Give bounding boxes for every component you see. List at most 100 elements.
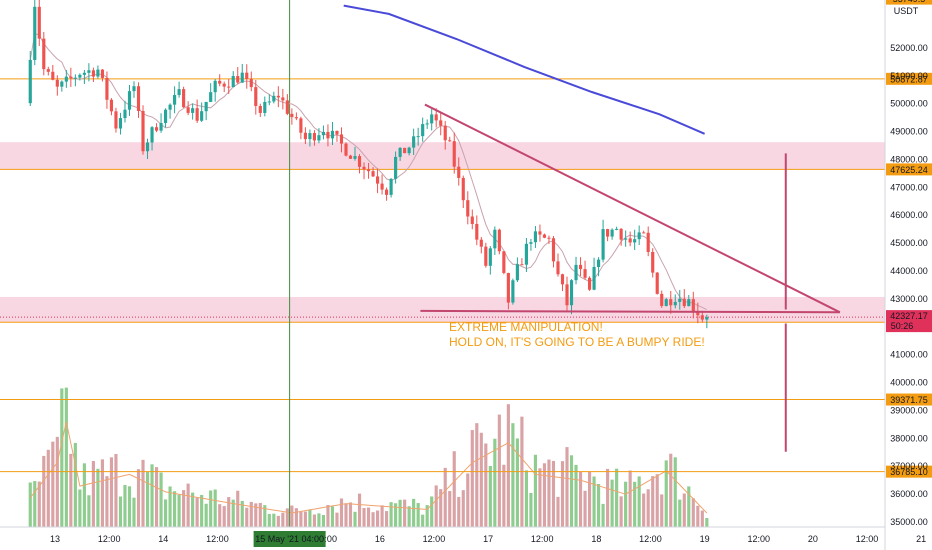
level-price-tag [886,0,932,5]
candle-body [624,238,628,240]
volume-bar [335,512,339,527]
volume-bar [263,505,267,527]
level-price-tag [886,163,932,176]
level-price-tag [886,72,932,85]
volume-bar [578,471,583,527]
volume-bar [637,476,641,527]
volume-bar [82,463,86,527]
annotation-line-2: HOLD ON, IT'S GOING TO BE A BUMPY RIDE! [449,335,705,349]
candle-body [439,120,443,126]
candle-body [430,114,434,124]
volume-bar [109,457,114,527]
volume-bar [348,502,353,527]
candle-body [46,69,50,72]
candle-body [434,114,438,121]
candle-body [362,166,366,170]
y-tick-label: 37000.00 [890,461,928,471]
x-tick-label: 21 [916,534,926,544]
volume-bar [389,502,393,527]
y-tick-label: 36000.00 [890,489,928,499]
volume-bar [357,493,362,527]
candle-body [195,108,199,121]
volume-bar [407,506,411,527]
volume-bar [385,511,389,527]
y-tick-label: 43000.00 [890,294,928,304]
volume-bar [583,490,587,527]
volume-bar [556,496,560,527]
y-axis: USDT 53749.550872.8747625.2442142.783937… [884,0,932,550]
candle-body [569,280,574,306]
volume-bar [502,464,506,527]
volume-bar [132,497,136,527]
volume-bar [484,443,488,527]
volume-bar [371,512,375,527]
candle-body [416,136,420,138]
x-tick-label: 16 [375,534,385,544]
volume-bar [69,453,73,527]
candle-body [276,95,280,98]
volume-bar [443,467,447,527]
candle-body [263,101,267,113]
volume-bar [425,505,429,527]
candle-body [150,127,154,143]
volume-bar [276,515,280,527]
candle-body [682,298,686,307]
volume-bar [678,499,682,527]
x-axis: 13 12:00 14 12:00 12:00 16 12:00 17 12:00 18 12:00… [0,526,926,547]
y-tick-label: 41000.00 [890,350,928,360]
volume-bar [281,512,285,527]
candle-body [114,111,118,129]
candle-body [556,261,560,275]
volume-bar [394,503,398,527]
candle-body [353,156,357,159]
volume-bar [538,468,542,527]
volume-bar [403,499,407,527]
candle-body [705,317,709,320]
candle-body [493,229,497,249]
x-tick-label: 14 [158,534,168,544]
y-tick-label: 45000.00 [890,238,928,248]
candle-body [407,147,411,154]
candle-body [100,69,105,78]
candle-body [141,110,145,152]
volume-bar [569,455,574,527]
candle-body [533,231,538,243]
volume-bar [200,494,204,527]
x-tick-label: 12:00 [423,534,446,544]
candle-body [118,118,123,129]
volume-bar [231,499,235,527]
cursor-time-tag [253,531,326,547]
candle-body [281,97,285,101]
volume-bar [628,470,632,527]
volume-bar [245,507,249,527]
volume-bar [330,506,335,527]
volume-bar [55,436,59,527]
level-price-label: 50872.87 [890,74,928,84]
candle-body [330,130,335,139]
candle-body [177,89,181,96]
candle-body [168,104,172,110]
volume-bar [87,495,91,527]
currency-label: USDT [894,6,919,16]
trendline-descending [424,103,841,314]
candles-layer[interactable] [28,0,709,329]
y-tick-label: 50000.00 [890,99,928,109]
volume-bar [470,430,474,527]
candle-body [421,124,425,137]
candle-body [254,87,258,106]
last-price-label: 42327.17 [890,311,928,321]
candle-body [678,298,682,302]
candle-body [452,141,456,167]
y-tick-label: 39000.00 [890,405,928,415]
x-tick-label: 12:00 [206,534,229,544]
candle-body [511,280,515,303]
volume-bar [696,505,700,527]
candle-body [213,80,217,93]
candle-body [182,89,186,108]
candle-body [466,200,470,217]
y-tick-label: 47000.00 [890,182,928,192]
volume-bar [633,481,637,527]
volume-bar [705,518,709,527]
volume-bar [168,486,172,527]
